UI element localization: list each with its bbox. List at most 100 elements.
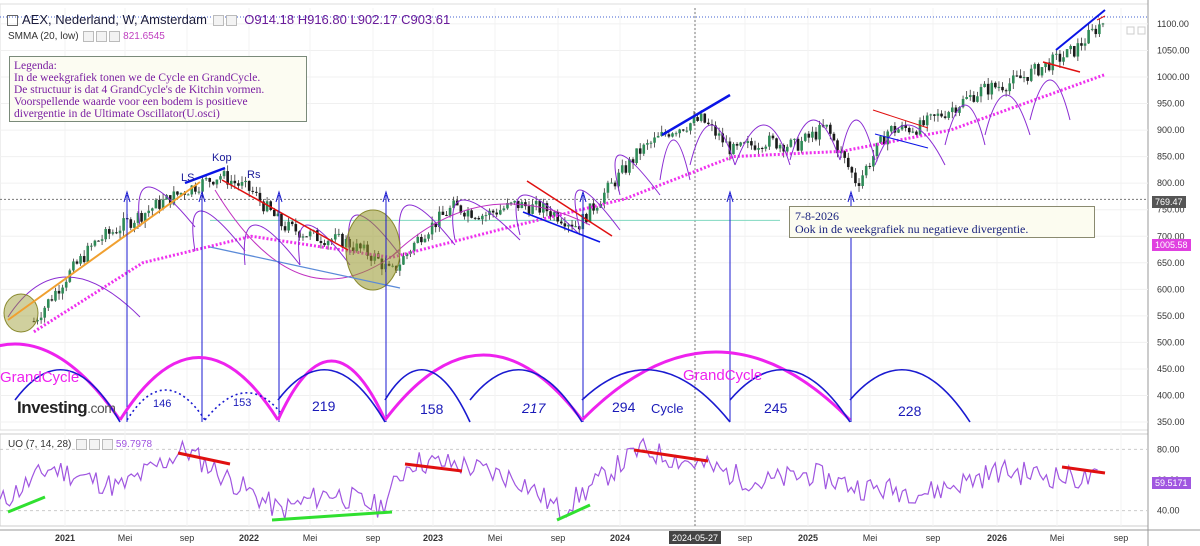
candle-body [814, 131, 818, 140]
x-tick-label: 2024 [610, 533, 630, 543]
candle-body [768, 135, 771, 147]
x-tick-label: sep [738, 533, 753, 543]
candle-body [111, 232, 115, 234]
candle-body [728, 141, 732, 155]
candle-body [531, 204, 534, 214]
candle-body [1069, 46, 1072, 50]
candle-body [671, 133, 674, 137]
candle-body [789, 139, 793, 147]
uo-divergence-line [7, 495, 46, 514]
x-tick-label: Mei [1050, 533, 1065, 543]
candle-body [43, 307, 46, 318]
candle-body [222, 171, 226, 177]
candle-body [204, 178, 208, 180]
candle-body [32, 321, 36, 323]
arrow-head [275, 190, 283, 203]
price-cycle-arc [138, 186, 196, 228]
candle-body [638, 148, 642, 154]
candle-body [215, 179, 219, 185]
candle-body [1044, 62, 1047, 68]
uo-close-icon[interactable] [102, 439, 114, 450]
visibility-toggle-icon[interactable] [212, 15, 224, 27]
candle-body [143, 213, 147, 222]
candle-body [122, 218, 125, 231]
candle-body [929, 114, 933, 116]
smma-value: 821.6545 [123, 31, 165, 43]
candle-body [646, 143, 649, 145]
candle-body [947, 112, 951, 118]
candle-body [283, 226, 287, 231]
candle-body [255, 191, 258, 193]
candle-body [441, 211, 445, 215]
grandcycle-arc [118, 356, 280, 421]
candle-body [212, 181, 215, 185]
candle-body [186, 194, 190, 196]
candle-body [1037, 64, 1040, 76]
candle-body [405, 253, 409, 257]
uo-eye-icon[interactable] [76, 439, 88, 450]
candle-body [473, 217, 477, 219]
candle-body [850, 167, 854, 173]
candle-body [617, 172, 620, 187]
x-tick-label: Mei [863, 533, 878, 543]
candle-body [233, 180, 237, 184]
candle-body [983, 83, 986, 88]
candle-body [854, 172, 857, 184]
uo-divergence-line [177, 451, 231, 466]
price-cycle-arc [839, 119, 876, 161]
x-tick-label: Mei [303, 533, 318, 543]
divergence-note: 7-8-2026 Ook in de weekgrafiek nu negati… [789, 206, 1095, 238]
y-tick-label: 700.00 [1157, 231, 1185, 241]
candle-body [829, 124, 832, 134]
candle-body [825, 124, 829, 127]
collapse-icon[interactable] [7, 15, 18, 27]
cycle-count-label: 217 [521, 400, 547, 416]
candle-body [678, 129, 681, 134]
ohlc-values: O914.18 H916.80 L902.17 C903.61 [244, 12, 451, 27]
x-tick-label: 2023 [423, 533, 443, 543]
legend-line: De structuur is dat 4 GrandCycle's de Ki… [14, 84, 265, 96]
y-tick-label: 950.00 [1157, 99, 1185, 109]
trend-line [661, 93, 731, 137]
uo-settings-icon[interactable] [89, 439, 101, 450]
cycle-name-label: Cycle [651, 401, 684, 416]
uo-tag-last: 59.5171 [1152, 477, 1191, 489]
candle-body [1101, 23, 1105, 25]
cycle-arc-dotted [126, 389, 206, 421]
candle-body [940, 113, 943, 117]
uo-divergence-line [1061, 465, 1106, 475]
candle-body [1029, 68, 1033, 81]
candle-body [251, 190, 255, 192]
x-tick-label: sep [180, 533, 195, 543]
candle-body [753, 145, 757, 150]
trend-line [209, 246, 401, 289]
candle-body [707, 122, 710, 125]
price-cycle-arc [614, 154, 661, 196]
highlight-ellipse [3, 293, 39, 333]
cycle-count-label: 153 [233, 397, 251, 409]
candle-body [1015, 75, 1019, 77]
price-cycle-arc [389, 203, 591, 259]
candle-body [176, 191, 179, 195]
cycle-arc [849, 368, 971, 423]
candle-body [1083, 43, 1087, 46]
smma-settings-icon[interactable] [96, 31, 108, 42]
x-tick-label: Mei [488, 533, 503, 543]
candle-body [333, 234, 337, 240]
candle-body [502, 208, 506, 211]
smma-eye-icon[interactable] [83, 31, 95, 42]
candle-body [897, 129, 900, 133]
candle-body [272, 209, 276, 217]
candle-body [918, 120, 922, 135]
candle-body [692, 117, 696, 124]
candle-body [868, 165, 872, 167]
uo-divergence-line [633, 448, 709, 463]
settings-icon[interactable] [225, 15, 237, 27]
candle-body [50, 299, 54, 301]
smma-close-icon[interactable] [109, 31, 121, 42]
candle-body [495, 212, 499, 215]
candle-body [445, 214, 448, 216]
y-tick-label: 800.00 [1157, 178, 1185, 188]
candle-body [36, 320, 39, 322]
